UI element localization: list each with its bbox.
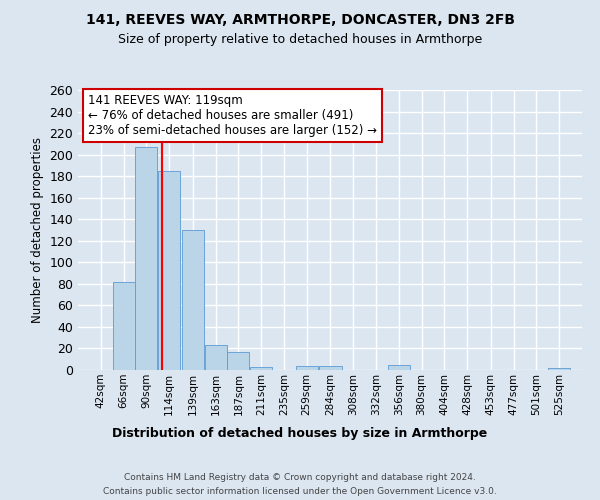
Bar	[388, 364, 410, 370]
Text: Contains public sector information licensed under the Open Government Licence v3: Contains public sector information licen…	[103, 488, 497, 496]
Text: Size of property relative to detached houses in Armthorpe: Size of property relative to detached ho…	[118, 32, 482, 46]
Text: 141 REEVES WAY: 119sqm
← 76% of detached houses are smaller (491)
23% of semi-de: 141 REEVES WAY: 119sqm ← 76% of detached…	[88, 94, 377, 137]
Bar	[135, 147, 157, 370]
Bar	[158, 171, 180, 370]
Text: 141, REEVES WAY, ARMTHORPE, DONCASTER, DN3 2FB: 141, REEVES WAY, ARMTHORPE, DONCASTER, D…	[86, 12, 515, 26]
Bar	[250, 367, 272, 370]
Bar	[548, 368, 570, 370]
Bar	[319, 366, 341, 370]
Bar	[296, 366, 318, 370]
Bar	[227, 352, 250, 370]
Y-axis label: Number of detached properties: Number of detached properties	[31, 137, 44, 323]
Bar	[182, 230, 204, 370]
Bar	[113, 282, 134, 370]
Bar	[205, 345, 227, 370]
Text: Contains HM Land Registry data © Crown copyright and database right 2024.: Contains HM Land Registry data © Crown c…	[124, 472, 476, 482]
Text: Distribution of detached houses by size in Armthorpe: Distribution of detached houses by size …	[112, 428, 488, 440]
